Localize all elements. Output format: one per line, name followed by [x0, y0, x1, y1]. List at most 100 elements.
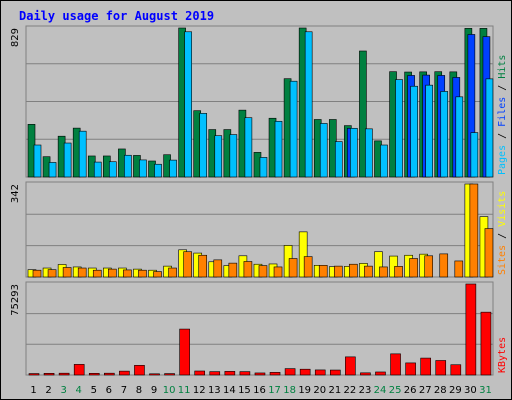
bar-sites-day-17 [273, 266, 283, 278]
ymax-label-hits-files-pages: 829 [10, 28, 21, 47]
axis-label-part: Pages [497, 145, 508, 175]
x-tick-label-5: 5 [91, 385, 97, 396]
bar-sites-day-26 [409, 258, 418, 278]
bar-sites-day-12 [198, 254, 208, 278]
axis-label-kbytes: KBytes [497, 337, 508, 373]
x-tick-label-23: 23 [359, 385, 372, 396]
x-tick-label-9: 9 [151, 385, 157, 396]
x-tick-label-11: 11 [178, 385, 191, 396]
bar-pages-day-11 [184, 31, 192, 178]
bar-sites-day-2 [47, 269, 57, 278]
x-tick-label-28: 28 [434, 385, 447, 396]
bar-sites-day-19 [303, 256, 313, 278]
bar-kbytes-day-18 [284, 368, 296, 376]
bar-pages-day-6 [109, 161, 117, 178]
x-tick-label-7: 7 [121, 385, 127, 396]
bar-kbytes-day-7 [119, 370, 130, 376]
bar-kbytes-day-29 [450, 364, 462, 376]
bar-sites-day-3 [62, 267, 72, 278]
bar-pages-day-17 [274, 120, 283, 178]
bar-pages-day-9 [154, 163, 162, 178]
bar-pages-day-14 [229, 134, 238, 178]
bar-pages-day-29 [455, 96, 464, 178]
bar-pages-day-30 [470, 132, 479, 178]
bar-sites-day-1 [32, 269, 42, 278]
bar-sites-day-18 [288, 258, 298, 278]
bar-sites-day-24 [379, 266, 388, 278]
bar-kbytes-day-1 [28, 373, 40, 376]
bar-pages-day-31 [485, 78, 494, 178]
bar-pages-day-18 [289, 80, 298, 178]
bar-sites-day-30 [469, 183, 479, 278]
axis-label-part: / [497, 79, 508, 97]
bar-pages-day-2 [48, 162, 57, 178]
bar-sites-day-25 [394, 266, 403, 278]
x-tick-label-3: 3 [60, 385, 66, 396]
x-tick-label-25: 25 [389, 385, 402, 396]
bar-kbytes-day-28 [435, 360, 447, 376]
bar-kbytes-day-14 [224, 371, 236, 376]
bar-pages-day-26 [410, 85, 418, 178]
bar-visits-day-19 [298, 231, 308, 278]
bar-pages-day-13 [214, 135, 223, 178]
bar-pages-day-16 [259, 157, 268, 178]
bar-pages-day-23 [365, 128, 373, 178]
x-tick-label-27: 27 [419, 385, 432, 396]
bar-kbytes-day-20 [314, 369, 326, 376]
bar-pages-day-8 [139, 159, 147, 178]
bar-sites-day-8 [138, 269, 147, 278]
bar-sites-day-15 [243, 261, 253, 278]
bar-kbytes-day-10 [164, 373, 175, 376]
bar-kbytes-day-24 [375, 371, 386, 376]
x-tick-label-18: 18 [283, 385, 296, 396]
bar-pages-day-22 [350, 127, 358, 178]
bar-sites-day-4 [77, 267, 87, 278]
bar-sites-day-16 [258, 265, 268, 278]
bar-sites-day-29 [454, 260, 464, 278]
bar-sites-day-31 [484, 228, 494, 278]
bar-pages-day-28 [440, 91, 449, 178]
bar-kbytes-day-8 [134, 365, 145, 376]
bar-kbytes-day-27 [420, 357, 431, 376]
x-tick-label-13: 13 [208, 385, 221, 396]
bar-sites-day-7 [123, 269, 132, 278]
bar-pages-day-4 [78, 130, 87, 178]
x-tick-label-17: 17 [268, 385, 281, 396]
x-tick-label-31: 31 [479, 385, 492, 396]
bar-kbytes-day-21 [329, 369, 341, 376]
bar-pages-day-1 [33, 144, 42, 178]
bar-kbytes-day-13 [209, 371, 221, 376]
bar-pages-day-24 [380, 144, 388, 178]
bar-sites-day-22 [349, 263, 358, 278]
bar-pages-day-5 [93, 161, 102, 178]
bar-kbytes-day-19 [299, 368, 311, 376]
ymax-label-kbytes: 75293 [10, 284, 21, 316]
axis-label-part: KBytes [497, 337, 508, 373]
x-tick-label-2: 2 [45, 385, 51, 396]
x-tick-label-20: 20 [313, 385, 326, 396]
x-tick-label-19: 19 [298, 385, 311, 396]
bar-pages-day-20 [319, 123, 328, 178]
bar-sites-day-20 [318, 265, 328, 278]
axis-label-part: Files [497, 97, 508, 127]
plot-area-visits-sites [25, 181, 494, 278]
bar-sites-day-27 [424, 255, 433, 278]
x-tick-label-15: 15 [238, 385, 251, 396]
bar-kbytes-day-12 [194, 370, 206, 376]
bar-sites-day-11 [183, 251, 192, 278]
x-tick-label-21: 21 [328, 385, 341, 396]
axis-label-part: Hits [497, 55, 508, 79]
bar-pages-day-19 [304, 31, 313, 178]
bar-sites-day-6 [108, 268, 117, 278]
bar-pages-day-10 [169, 159, 177, 178]
x-tick-label-16: 16 [253, 385, 266, 396]
x-tick-label-22: 22 [344, 385, 357, 396]
bar-kbytes-day-23 [360, 372, 371, 376]
ymax-label-visits-sites: 342 [10, 184, 21, 203]
bar-kbytes-day-30 [465, 283, 477, 376]
bar-pages-day-3 [63, 142, 72, 178]
plot-area-kbytes [25, 281, 494, 376]
bar-kbytes-day-9 [149, 373, 160, 376]
